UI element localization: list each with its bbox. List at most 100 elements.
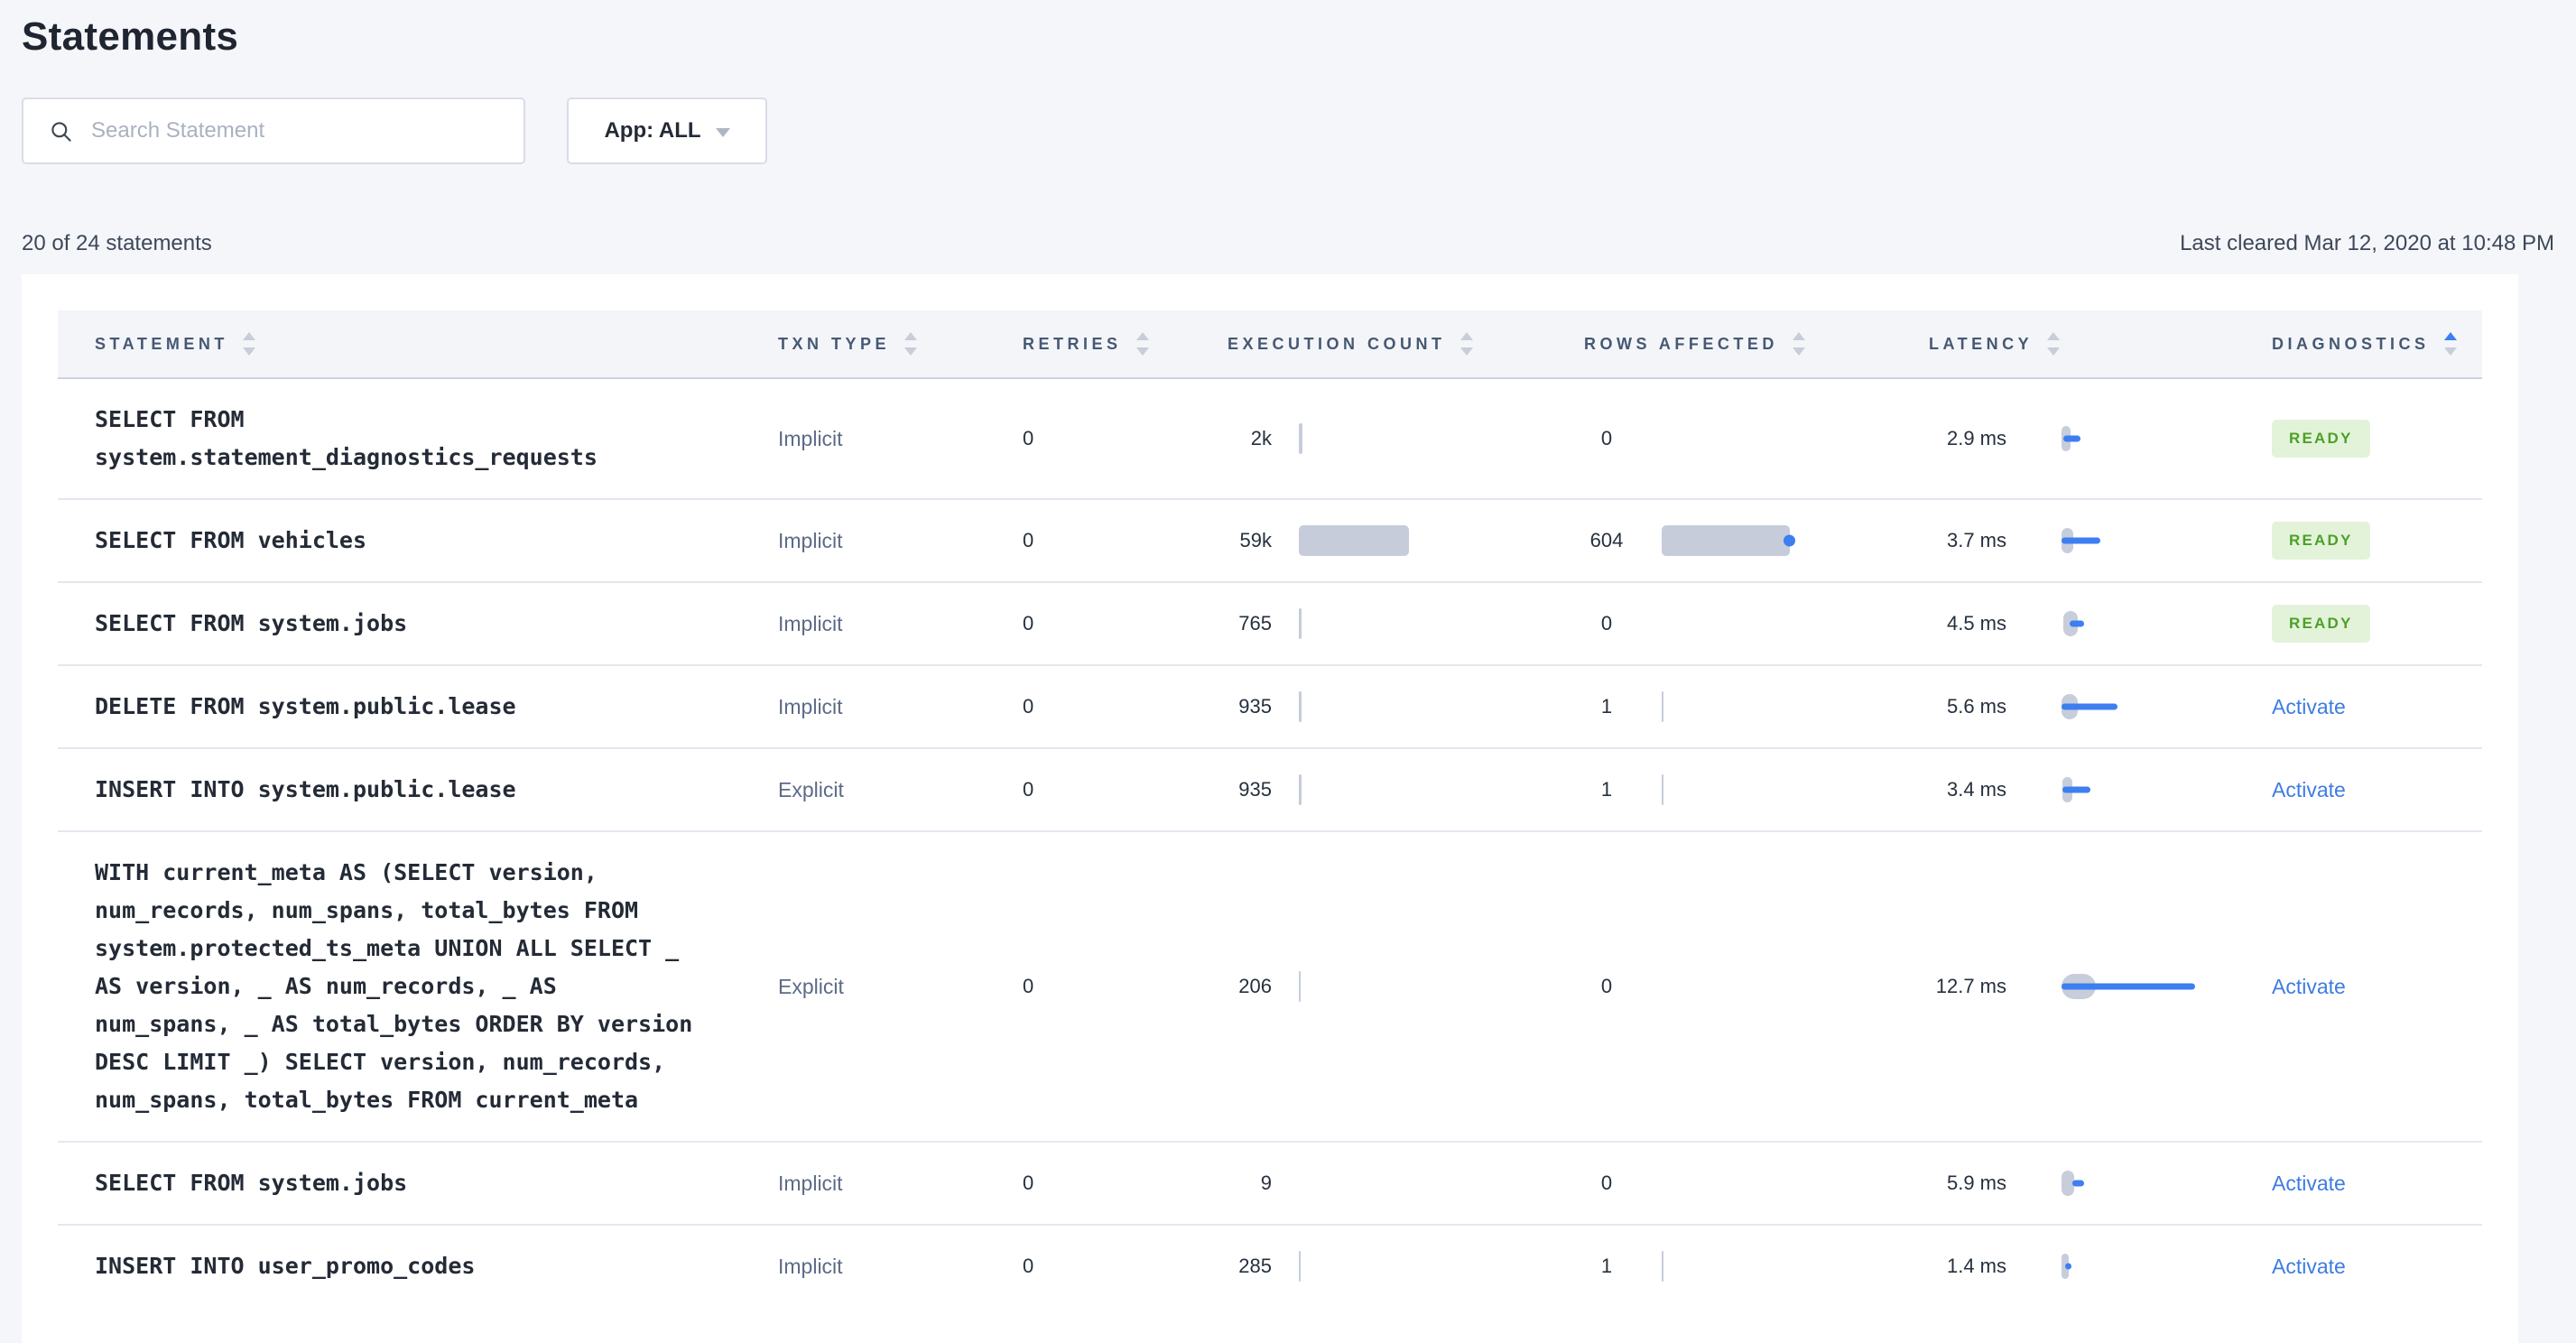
search-box[interactable]: [22, 97, 525, 164]
statement-text[interactable]: SELECT FROM system.statement_diagnostics…: [95, 406, 598, 470]
rows-affected-barchart: [1662, 971, 1806, 1002]
latency-value: 4.5 ms: [1946, 612, 2006, 634]
rows-affected-bar: [1662, 774, 1663, 805]
rows-affected-value: 1: [1600, 1255, 1613, 1277]
statement-text[interactable]: SELECT FROM system.jobs: [95, 610, 408, 636]
statement-text[interactable]: WITH current_meta AS (SELECT version, nu…: [95, 859, 693, 1113]
column-header-rows-affected[interactable]: ROWS AFFECTED: [1534, 310, 1900, 379]
column-label: EXECUTION COUNT: [1228, 334, 1446, 353]
statement-text[interactable]: SELECT FROM system.jobs: [95, 1170, 408, 1196]
statements-table-card: STATEMENT TXN TYPE RETRIES EXECUTION COUNT R…: [22, 274, 2518, 1343]
execution-count-barchart: [1299, 525, 1443, 556]
sort-arrows[interactable]: [904, 332, 918, 356]
activate-diagnostics-link[interactable]: Activate: [2272, 1171, 2346, 1195]
rows-affected-value: 1: [1600, 778, 1613, 801]
rows-affected-barchart: [1662, 691, 1806, 722]
execution-count-bar: [1299, 525, 1409, 556]
sort-desc-icon[interactable]: [904, 347, 918, 356]
sort-desc-icon[interactable]: [1459, 347, 1473, 356]
table-row[interactable]: WITH current_meta AS (SELECT version, nu…: [58, 830, 2482, 1142]
sort-arrows[interactable]: [1792, 332, 1805, 356]
sort-asc-icon[interactable]: [2047, 332, 2061, 340]
sort-arrows[interactable]: [2443, 332, 2457, 356]
column-header-statement[interactable]: STATEMENT: [58, 310, 735, 379]
chevron-down-icon: [715, 127, 730, 137]
latency-value: 2.9 ms: [1946, 427, 2006, 449]
retries-count: 0: [1023, 1255, 1034, 1277]
activate-diagnostics-link[interactable]: Activate: [2272, 974, 2346, 998]
sort-arrows[interactable]: [2047, 332, 2061, 356]
retries-count: 0: [1023, 612, 1034, 634]
sort-asc-icon[interactable]: [1792, 332, 1805, 340]
latency-barchart: [2062, 691, 2206, 722]
sort-desc-icon[interactable]: [2443, 347, 2457, 356]
sort-asc-icon[interactable]: [904, 332, 918, 340]
table-row[interactable]: SELECT FROM system.jobs Implicit 0 765 0: [58, 581, 2482, 665]
table-meta-row: 20 of 24 statements Last cleared Mar 12,…: [22, 231, 2554, 256]
table-row[interactable]: SELECT FROM system.statement_diagnostics…: [58, 378, 2482, 499]
execution-count-bar: [1299, 608, 1302, 639]
statement-text[interactable]: INSERT INTO system.public.lease: [95, 776, 516, 802]
sort-asc-icon[interactable]: [242, 332, 255, 340]
txn-type: Explicit: [778, 974, 844, 998]
statement-text[interactable]: SELECT FROM vehicles: [95, 527, 367, 553]
latency-barchart: [2062, 423, 2206, 454]
statement-text[interactable]: DELETE FROM system.public.lease: [95, 693, 516, 719]
statement-text[interactable]: INSERT INTO user_promo_codes: [95, 1253, 476, 1279]
txn-type: Implicit: [778, 1171, 843, 1195]
column-header-execution-count[interactable]: EXECUTION COUNT: [1200, 310, 1534, 379]
table-row[interactable]: SELECT FROM system.jobs Implicit 0 9 0: [58, 1141, 2482, 1225]
latency-value: 3.4 ms: [1946, 778, 2006, 801]
execution-count-value: 765: [1238, 612, 1272, 634]
latency-mean-bar: [2065, 1263, 2071, 1270]
rows-affected-value: 1: [1600, 695, 1613, 718]
table-row[interactable]: DELETE FROM system.public.lease Implicit…: [58, 664, 2482, 748]
activate-diagnostics-link[interactable]: Activate: [2272, 777, 2346, 801]
latency-barchart: [2062, 774, 2206, 805]
column-header-latency[interactable]: LATENCY: [1900, 310, 2207, 379]
column-header-txn-type[interactable]: TXN TYPE: [735, 310, 984, 379]
sort-asc-icon[interactable]: [2443, 332, 2457, 340]
rows-affected-barchart: [1662, 608, 1806, 639]
sort-asc-icon[interactable]: [1135, 332, 1149, 340]
search-icon: [49, 119, 73, 144]
latency-barchart: [2062, 525, 2206, 556]
sort-asc-icon[interactable]: [1459, 332, 1473, 340]
txn-type: Implicit: [778, 1254, 843, 1278]
execution-count-bar: [1299, 971, 1301, 1002]
rows-affected-value: 0: [1600, 612, 1613, 634]
search-input[interactable]: [73, 118, 524, 144]
sort-arrows[interactable]: [1135, 332, 1149, 356]
table-row[interactable]: INSERT INTO system.public.lease Explicit…: [58, 747, 2482, 831]
txn-type: Implicit: [778, 694, 843, 718]
sort-desc-icon[interactable]: [2047, 347, 2061, 356]
execution-count-bar: [1299, 423, 1302, 454]
latency-value: 12.7 ms: [1935, 975, 2006, 997]
sort-arrows[interactable]: [1459, 332, 1473, 356]
latency-mean-bar: [2062, 537, 2100, 544]
diagnostics-ready-badge[interactable]: READY: [2272, 420, 2370, 458]
sort-arrows[interactable]: [242, 332, 255, 356]
retries-count: 0: [1023, 695, 1034, 718]
app-filter-dropdown[interactable]: App: ALL: [567, 97, 767, 164]
column-header-diagnostics[interactable]: DIAGNOSTICS: [2207, 310, 2482, 379]
table-row[interactable]: INSERT INTO user_promo_codes Implicit 0 …: [58, 1224, 2482, 1307]
table-header-row: STATEMENT TXN TYPE RETRIES EXECUTION COUNT R…: [58, 310, 2482, 379]
execution-count-barchart: [1299, 774, 1443, 805]
sort-desc-icon[interactable]: [1792, 347, 1805, 356]
sort-desc-icon[interactable]: [1135, 347, 1149, 356]
column-header-retries[interactable]: RETRIES: [984, 310, 1200, 379]
diagnostics-ready-badge[interactable]: READY: [2272, 605, 2370, 643]
activate-diagnostics-link[interactable]: Activate: [2272, 694, 2346, 718]
latency-value: 5.9 ms: [1946, 1172, 2006, 1194]
table-row[interactable]: SELECT FROM vehicles Implicit 0 59k 604: [58, 498, 2482, 582]
mean-marker-dot: [1784, 534, 1795, 547]
execution-count-barchart: [1299, 971, 1443, 1002]
statements-table-body: SELECT FROM system.statement_diagnostics…: [58, 378, 2482, 1307]
txn-type: Implicit: [778, 426, 843, 450]
last-cleared-timestamp: Last cleared Mar 12, 2020 at 10:48 PM: [2180, 231, 2554, 255]
activate-diagnostics-link[interactable]: Activate: [2272, 1254, 2346, 1278]
rows-affected-barchart: [1662, 423, 1806, 454]
sort-desc-icon[interactable]: [242, 347, 255, 356]
diagnostics-ready-badge[interactable]: READY: [2272, 522, 2370, 560]
